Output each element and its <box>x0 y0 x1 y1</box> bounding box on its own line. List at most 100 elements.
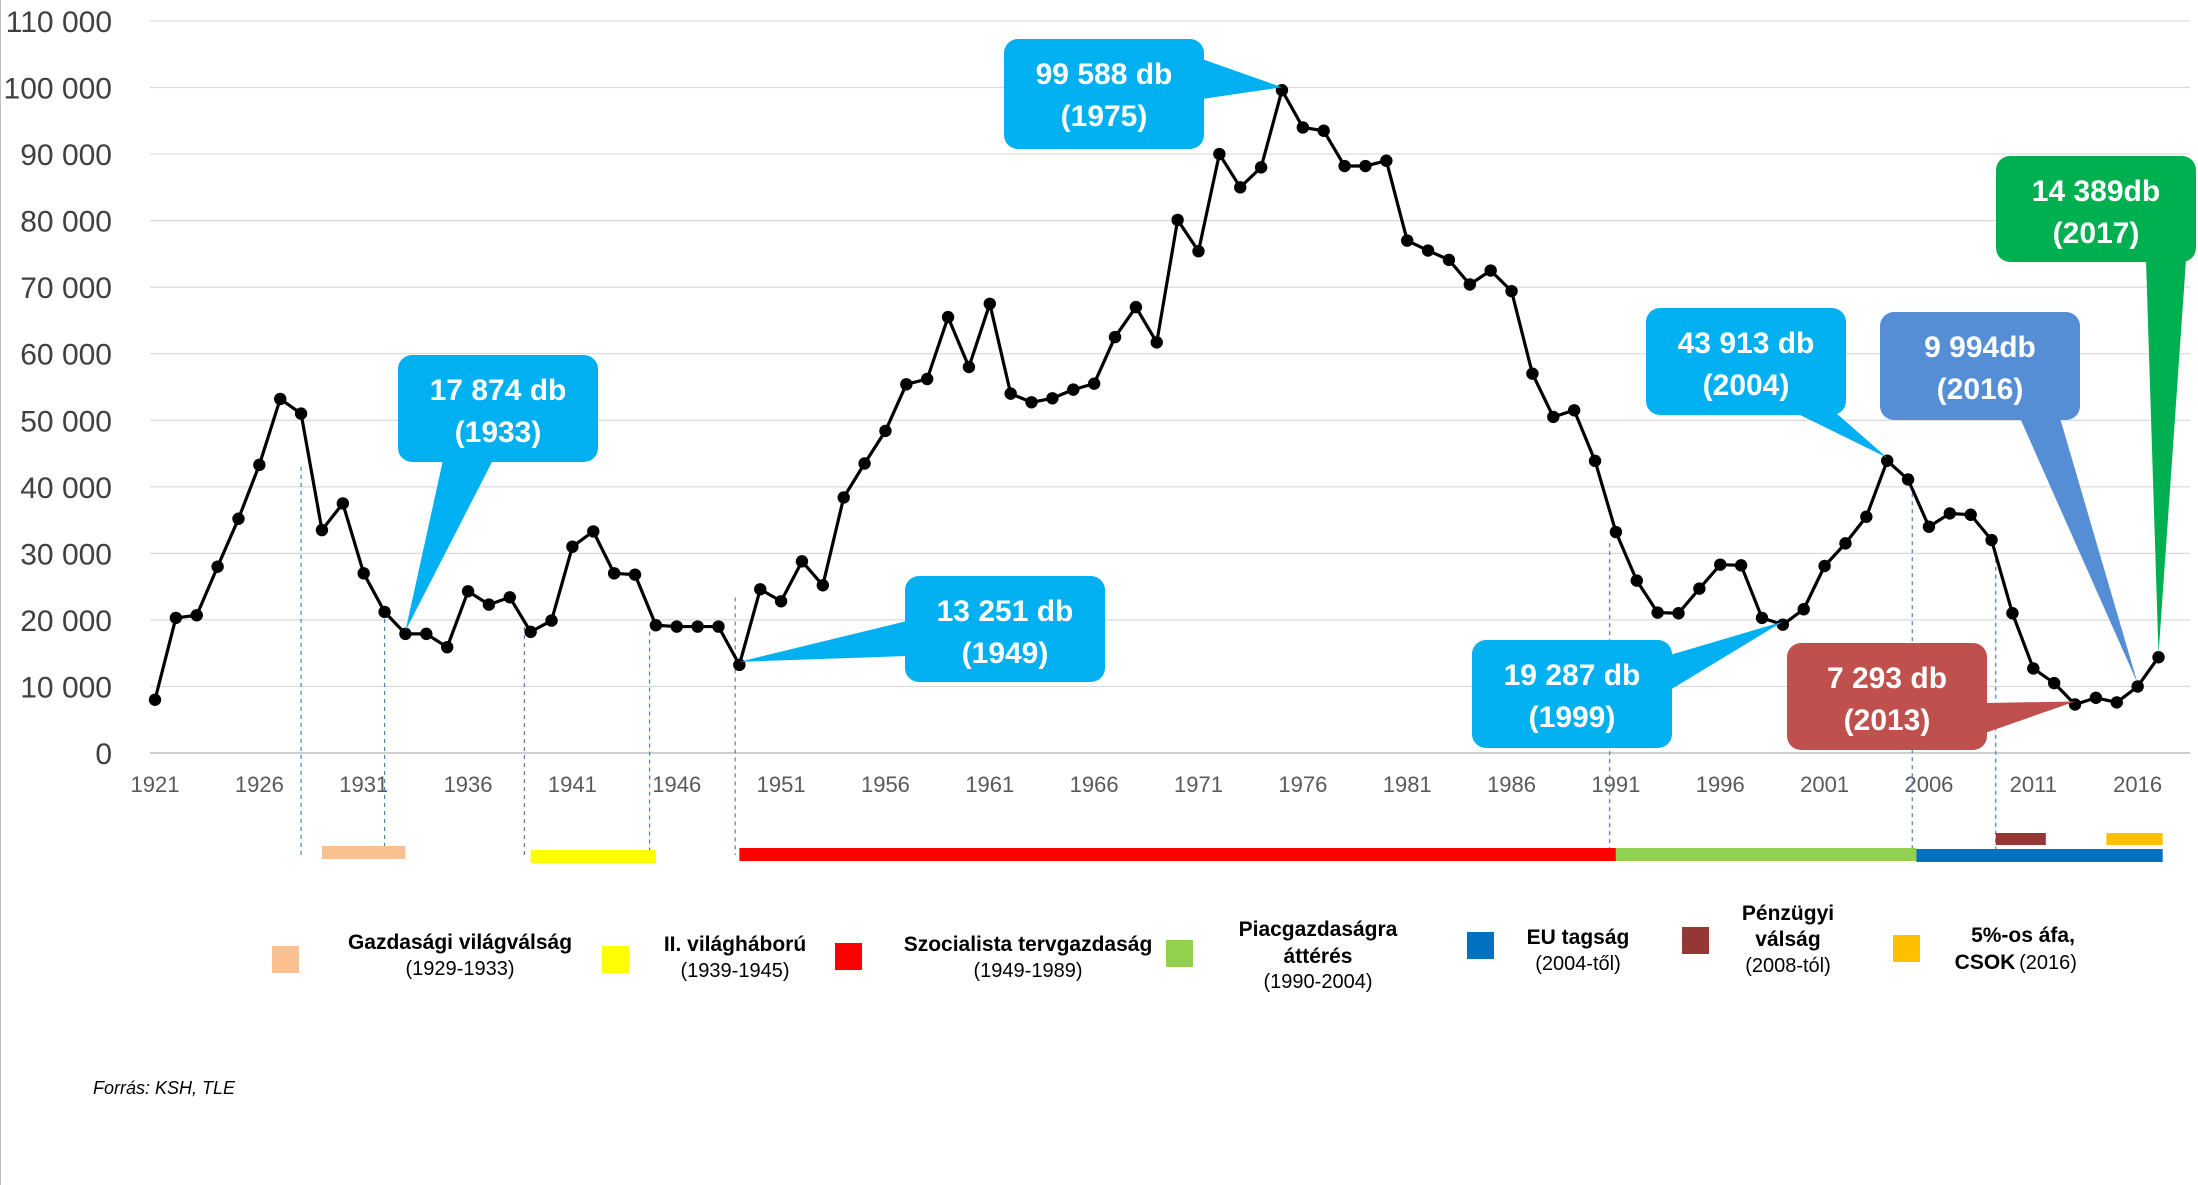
data-point <box>482 598 496 611</box>
data-point <box>420 627 433 641</box>
data-point <box>1442 253 1456 267</box>
data-point <box>1672 607 1685 620</box>
data-point <box>816 579 830 592</box>
data-point <box>1296 121 1310 134</box>
legend-title: áttérés <box>1284 945 1353 968</box>
callout-year: (2017) <box>2053 217 2140 250</box>
x-tick-label: 1976 <box>1278 772 1327 797</box>
legend-title: EU tagság <box>1527 926 1630 949</box>
y-tick-label: 20 000 <box>20 605 112 638</box>
data-point <box>1359 159 1372 173</box>
callout-year: (1933) <box>455 416 542 449</box>
data-point <box>461 585 475 598</box>
data-point <box>1588 454 1602 468</box>
data-point <box>1421 244 1435 257</box>
legend-subtitle: (1949-1989) <box>974 960 1083 982</box>
legend-subtitle: (1939-1945) <box>681 960 790 982</box>
data-point <box>920 372 934 386</box>
data-point <box>795 555 809 568</box>
data-point <box>1964 508 1977 521</box>
data-point <box>900 378 913 391</box>
data-point <box>962 360 976 374</box>
callout-tail <box>1796 413 1888 458</box>
legend-subtitle: (1929-1933) <box>406 958 515 980</box>
data-point <box>1171 213 1184 227</box>
callout-year: (2016) <box>1937 373 2024 406</box>
data-point <box>1505 284 1518 298</box>
data-point <box>440 640 454 654</box>
period-bar <box>1995 833 2046 845</box>
y-tick-label: 110 000 <box>6 6 112 39</box>
data-point <box>1630 574 1643 587</box>
data-point <box>983 297 996 310</box>
y-tick-label: 90 000 <box>20 139 112 172</box>
data-point <box>1797 603 1810 616</box>
callout-value: 7 293 db <box>1827 662 1947 695</box>
legend-subtitle: (2016) <box>2019 952 2077 974</box>
x-tick-label: 1986 <box>1487 772 1536 797</box>
x-tick-label: 1936 <box>444 772 493 797</box>
data-point <box>858 457 871 470</box>
legend-title: Gazdasági világválság <box>348 931 572 954</box>
callout-value: 99 588 db <box>1036 58 1173 91</box>
data-point <box>524 625 537 639</box>
data-point <box>733 658 746 672</box>
data-point <box>1192 245 1205 258</box>
callout-year: (1949) <box>962 637 1049 670</box>
callout-tail <box>405 460 493 631</box>
data-point <box>1025 396 1038 409</box>
y-tick-label: 40 000 <box>20 472 112 505</box>
callout-box <box>1787 643 1987 750</box>
data-point <box>1004 387 1017 400</box>
period-bars <box>321 833 2163 863</box>
x-tick-label: 1966 <box>1070 772 1119 797</box>
data-point <box>1922 520 1936 533</box>
x-tick-label: 2016 <box>2113 772 2162 797</box>
data-point <box>649 619 663 632</box>
data-point <box>336 497 350 510</box>
data-point <box>2047 676 2061 690</box>
data-point <box>2006 607 2019 620</box>
data-point <box>169 611 183 625</box>
y-tick-label: 70 000 <box>20 272 112 305</box>
source-note: Forrás: KSH, TLE <box>93 1078 236 1098</box>
y-tick-label: 50 000 <box>20 405 112 438</box>
data-point <box>1714 558 1727 571</box>
data-point <box>670 620 683 633</box>
legend-swatch <box>272 946 299 973</box>
data-point <box>1776 618 1790 631</box>
data-point <box>1901 473 1915 486</box>
callout-box <box>1004 39 1204 149</box>
callout-value: 19 287 db <box>1504 659 1641 692</box>
x-tick-label: 1971 <box>1174 772 1223 797</box>
callouts: 17 874 db (1933) 13 251 db (1949) 99 588 db (… <box>398 39 2196 750</box>
legend-title: Piacgazdaságra <box>1239 918 1398 941</box>
period-bar <box>739 848 1616 861</box>
data-point <box>253 458 266 472</box>
data-point <box>1213 147 1226 161</box>
x-tick-label: 1931 <box>339 772 388 797</box>
callout-value: 17 874 db <box>430 374 567 407</box>
callout-value: 43 913 db <box>1678 327 1815 360</box>
data-point <box>2110 696 2123 709</box>
data-point <box>1526 367 1539 380</box>
data-point <box>545 614 558 627</box>
data-point <box>1087 377 1101 390</box>
data-point <box>232 512 245 525</box>
legend: Gazdasági világválság (1929-1933) II. vilá… <box>272 902 2077 993</box>
legend-subtitle: (2008-tól) <box>1745 955 1831 977</box>
data-point <box>1693 582 1706 595</box>
data-point <box>2027 662 2040 675</box>
data-point <box>2068 698 2082 711</box>
series-points <box>148 84 2165 711</box>
y-axis-ticks: 0 10 000 20 000 30 000 40 000 50 000 60 000 70 … <box>4 6 112 771</box>
legend-swatch <box>1682 927 1709 954</box>
callout-tail <box>1985 701 2076 733</box>
data-point <box>1401 234 1414 247</box>
legend-title: válság <box>1755 928 1820 951</box>
legend-title: CSOK <box>1955 951 2016 974</box>
callout-tail <box>1670 621 1783 690</box>
data-point <box>1609 525 1623 539</box>
data-point <box>315 523 329 537</box>
data-point <box>628 568 642 581</box>
